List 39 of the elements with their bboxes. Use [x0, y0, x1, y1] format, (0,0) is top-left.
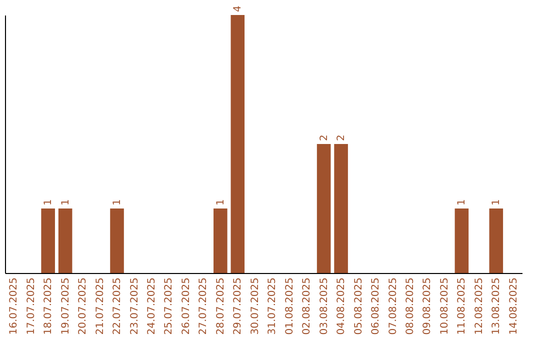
x-tick-label: 22.07.2025 — [112, 278, 124, 335]
x-tick-label: 17.07.2025 — [26, 278, 37, 335]
data-label: 1 — [60, 199, 72, 206]
x-tick-label: 25.07.2025 — [164, 278, 175, 335]
x-tick-label: 31.07.2025 — [267, 278, 278, 335]
x-tick-label: 19.07.2025 — [60, 278, 72, 335]
x-tick-label: 24.07.2025 — [146, 278, 158, 335]
x-tick-label: 29.07.2025 — [232, 278, 244, 335]
x-tick-label: 14.08.2025 — [508, 278, 520, 335]
x-tick-label: 10.08.2025 — [439, 278, 450, 335]
x-tick-label: 01.08.2025 — [284, 278, 296, 335]
x-tick-label: 13.08.2025 — [491, 278, 502, 335]
data-label: 4 — [232, 6, 244, 12]
data-label: 1 — [215, 199, 226, 206]
data-label: 1 — [491, 199, 502, 206]
x-tick-label: 20.07.2025 — [78, 278, 89, 335]
x-tick-label: 07.08.2025 — [388, 278, 399, 335]
data-label: 1 — [43, 199, 54, 206]
x-tick-label: 21.07.2025 — [94, 278, 106, 335]
data-label: 2 — [336, 134, 348, 141]
x-tick-label: 11.08.2025 — [456, 278, 468, 335]
x-tick-label: 03.08.2025 — [318, 278, 330, 335]
data-label: 2 — [318, 134, 330, 141]
x-tick-label: 18.07.2025 — [43, 278, 54, 335]
x-tick-label: 12.08.2025 — [474, 278, 485, 335]
x-tick-label: 27.07.2025 — [198, 278, 210, 335]
x-tick-label: 02.08.2025 — [302, 278, 313, 335]
x-tick-label: 05.08.2025 — [353, 278, 364, 335]
x-tick-label: 09.08.2025 — [422, 278, 434, 335]
x-tick-label: 06.08.2025 — [370, 278, 382, 335]
data-label: 1 — [456, 199, 468, 206]
x-tick-label: 16.07.2025 — [8, 278, 20, 335]
x-tick-label: 08.08.2025 — [404, 278, 416, 335]
x-tick-label: 26.07.2025 — [180, 278, 192, 335]
x-tick-label: 04.08.2025 — [336, 278, 348, 335]
x-tick-label: 30.07.2025 — [250, 278, 261, 335]
x-tick-label: 23.07.2025 — [129, 278, 140, 335]
data-label: 1 — [112, 199, 124, 206]
x-tick-label: 28.07.2025 — [215, 278, 226, 335]
